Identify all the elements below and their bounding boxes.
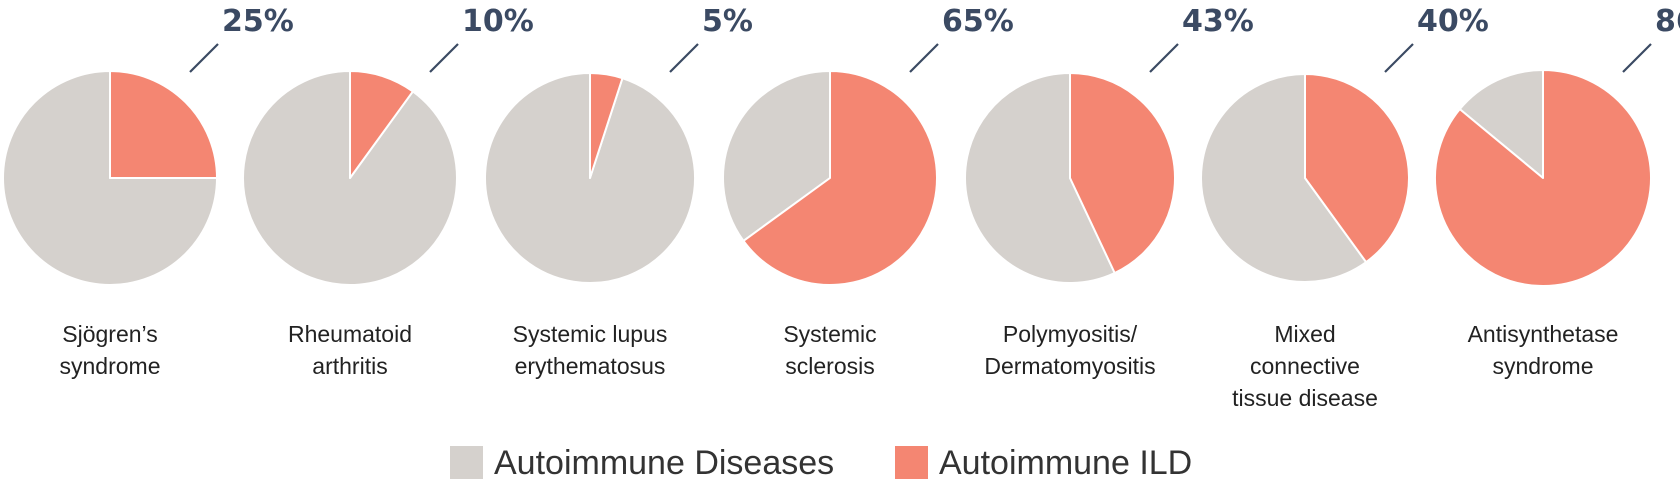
category-label: Sjögren’s syndrome: [60, 321, 161, 379]
pie-sj-gren-s-syndrome: 25% Sjögren’s syndrome: [2, 4, 294, 379]
legend-label-autoimmune-diseases: Autoimmune Diseases: [494, 444, 834, 482]
category-label-line: Mixed: [1274, 321, 1335, 347]
percent-label: 40%: [1417, 4, 1489, 39]
percent-leader-line: [189, 43, 219, 73]
category-label-line: Dermatomyositis: [984, 353, 1155, 379]
pie-group: 25% Sjögren’s syndrome 10% Rheumatoid arthrit…: [2, 4, 1680, 411]
category-label: Polymyositis/Dermatomyositis: [984, 321, 1155, 379]
slice-autoimmune-ild: [349, 70, 414, 179]
percent-leader-line: [1622, 43, 1652, 73]
percent-label: 65%: [942, 4, 1014, 39]
percent-label: 10%: [462, 4, 534, 39]
legend: Autoimmune Diseases Autoimmune ILD: [450, 444, 1192, 482]
category-label: Mixed connective tissue disease: [1232, 321, 1378, 411]
category-label: Systemic sclerosis: [783, 321, 876, 379]
legend-swatch-autoimmune-ild: [895, 446, 928, 479]
category-label-line: arthritis: [312, 353, 387, 379]
slice-autoimmune-ild: [742, 70, 938, 286]
pie-mixed-connective-tissue-disease: 40% Mixed connective tissue disease: [1200, 4, 1489, 411]
slice-autoimmune-ild: [109, 70, 218, 179]
slice-autoimmune-diseases: [722, 70, 831, 242]
legend-label-autoimmune-ild: Autoimmune ILD: [939, 444, 1192, 482]
slice-autoimmune-diseases: [2, 70, 218, 286]
slice-autoimmune-ild: [1304, 73, 1410, 264]
category-label-line: erythematosus: [515, 353, 666, 379]
percent-label: 43%: [1182, 4, 1254, 39]
category-label-line: Antisynthetase: [1468, 321, 1619, 347]
category-label-line: Systemic: [783, 321, 876, 347]
percent-label: 5%: [702, 4, 753, 39]
percent-leader-line: [909, 43, 939, 73]
slice-autoimmune-diseases: [1458, 69, 1544, 179]
pie-systemic-lupus-erythematosus: 5% Systemic lupus erythematosus: [484, 4, 753, 379]
pie-polymyositis-dermatomyositis: 43% Polymyositis/Dermatomyositis: [964, 4, 1254, 379]
category-label-line: Polymyositis/: [1003, 321, 1138, 347]
category-label-line: syndrome: [60, 353, 161, 379]
category-label-line: connective: [1250, 353, 1360, 379]
percent-leader-line: [1384, 43, 1414, 73]
pie-systemic-sclerosis: 65% Systemic sclerosis: [722, 4, 1014, 379]
slice-autoimmune-ild: [589, 72, 624, 179]
legend-swatch-autoimmune-diseases: [450, 446, 483, 479]
category-label-line: Sjögren’s: [62, 321, 157, 347]
percent-label: 86%: [1655, 4, 1680, 39]
pie-antisynthetase-syndrome: 86% Antisynthetase syndrome: [1434, 4, 1680, 379]
slice-autoimmune-ild: [1069, 72, 1176, 275]
slice-autoimmune-diseases: [1200, 73, 1368, 283]
category-label-line: tissue disease: [1232, 385, 1378, 411]
category-label: Antisynthetase syndrome: [1468, 321, 1619, 379]
slice-autoimmune-diseases: [964, 72, 1116, 284]
category-label-line: syndrome: [1493, 353, 1594, 379]
category-label-line: Systemic lupus: [513, 321, 668, 347]
percent-leader-line: [1149, 43, 1179, 73]
category-label-line: Rheumatoid: [288, 321, 412, 347]
slice-autoimmune-ild: [1434, 69, 1652, 287]
percent-leader-line: [429, 43, 459, 73]
pie-rheumatoid-arthritis: 10% Rheumatoid arthritis: [242, 4, 534, 379]
category-label: Systemic lupus erythematosus: [513, 321, 668, 379]
category-label-line: sclerosis: [785, 353, 874, 379]
percent-label: 25%: [222, 4, 294, 39]
percent-leader-line: [669, 43, 699, 73]
category-label: Rheumatoid arthritis: [288, 321, 412, 379]
